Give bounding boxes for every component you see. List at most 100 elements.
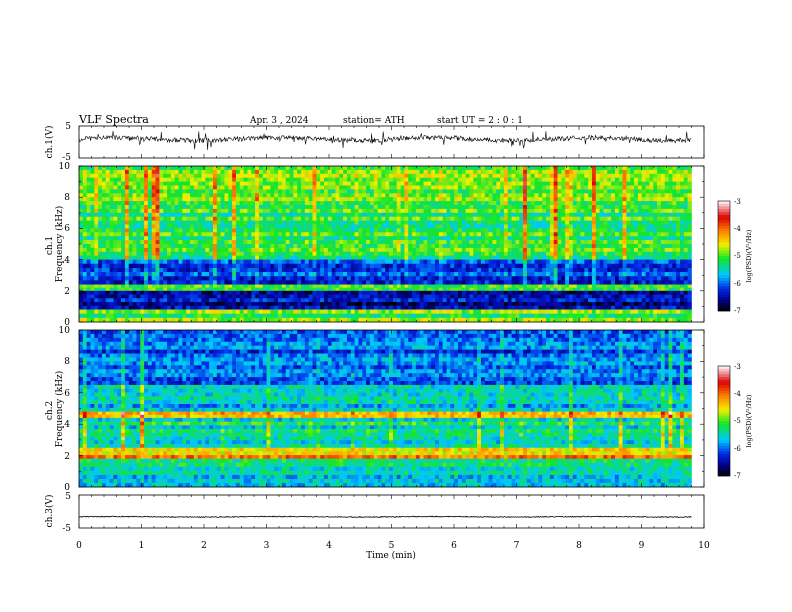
spectrogram-cell	[228, 181, 233, 186]
spectrogram-cell	[435, 240, 440, 245]
spectrogram-cell	[350, 280, 355, 285]
spectrogram-cell	[672, 284, 677, 288]
spectrogram-cell	[132, 263, 137, 269]
spectrogram-cell	[653, 280, 658, 285]
spectrogram-cell	[614, 228, 620, 233]
spectrogram-cell	[128, 220, 133, 225]
spectrogram-cell	[591, 251, 597, 256]
spectrogram-cell	[618, 181, 623, 186]
spectrogram-cell	[373, 193, 378, 198]
spectrogram-cell	[343, 201, 348, 206]
spectrogram-cell	[419, 263, 424, 269]
spectrogram-cell	[297, 247, 302, 253]
spectrogram-cell	[480, 236, 486, 241]
spectrogram-cell	[274, 224, 279, 229]
spectrogram-cell	[515, 255, 520, 260]
spectrogram-cell	[178, 185, 183, 190]
spectrogram-cell	[676, 189, 681, 194]
spectrogram-cell	[90, 276, 95, 281]
spectrogram-cell	[159, 267, 164, 273]
spectrogram-cell	[228, 169, 233, 175]
spectrogram-cell	[82, 193, 87, 198]
spectrogram-cell	[266, 240, 271, 245]
spectrogram-cell	[519, 224, 524, 229]
spectrogram-cell	[147, 216, 153, 221]
spectrogram-cell	[316, 228, 321, 233]
spectrogram-cell	[362, 280, 367, 285]
spectrogram-cell	[660, 267, 666, 273]
spectrogram-cell	[369, 276, 375, 281]
spectrogram-cell	[205, 247, 210, 253]
spectrogram-cell	[618, 208, 623, 214]
spectrogram-cell	[634, 263, 639, 269]
spectrogram-cell	[412, 259, 417, 265]
spectrogram-cell	[676, 272, 681, 277]
spectrogram-cell	[182, 193, 187, 198]
spectrogram-cell	[94, 189, 99, 194]
spectrogram-cell	[232, 280, 237, 285]
spectrogram-cell	[599, 232, 604, 237]
spectrogram-cell	[488, 220, 493, 225]
spectrogram-cell	[373, 263, 378, 269]
spectrogram-cell	[174, 220, 179, 225]
spectrogram-cell	[258, 236, 264, 241]
spectrogram-cell	[270, 185, 275, 190]
spectrogram-cell	[511, 272, 516, 277]
spectrogram-cell	[385, 255, 390, 260]
spectrogram-cell	[553, 193, 558, 198]
spectrogram-cell	[676, 169, 681, 175]
spectrogram-cell	[419, 208, 424, 214]
spectrogram-cell	[316, 267, 321, 273]
spectrogram-cell	[423, 263, 428, 269]
spectrogram-cell	[404, 251, 409, 256]
spectrogram-cell	[327, 177, 332, 182]
spectrogram-cell	[404, 267, 409, 273]
spectrogram-cell	[262, 208, 267, 214]
spectrogram-cell	[591, 247, 597, 253]
spectrogram-cell	[228, 276, 233, 281]
spectrogram-cell	[312, 177, 317, 182]
spectrogram-cell	[634, 228, 639, 233]
spectrogram-cell	[492, 201, 497, 206]
spectrogram-cell	[278, 216, 283, 221]
spectrogram-cell	[473, 197, 478, 202]
spectrogram-cell	[98, 166, 103, 171]
spectrogram-cell	[683, 251, 688, 256]
spectrogram-cell	[576, 251, 581, 256]
spectrogram-cell	[649, 216, 654, 221]
spectrogram-cell	[561, 205, 566, 210]
spectrogram-cell	[251, 197, 256, 202]
spectrogram-cell	[109, 255, 114, 260]
spectrogram-cell	[664, 197, 669, 202]
spectrogram-cell	[101, 197, 107, 202]
spectrogram-cell	[251, 263, 256, 269]
spectrogram-cell	[324, 220, 329, 225]
spectrogram-cell	[599, 251, 604, 256]
spectrogram-cell	[569, 284, 574, 288]
spectrogram-cell	[549, 205, 554, 210]
spectrogram-cell	[396, 205, 401, 210]
spectrogram-cell	[457, 224, 463, 229]
spectrogram-cell	[412, 189, 417, 194]
spectrogram-cell	[680, 284, 685, 288]
spectrogram-cell	[653, 205, 658, 210]
spectrogram-cell	[511, 284, 516, 288]
spectrogram-cell	[480, 272, 486, 277]
spectrogram-cell	[94, 244, 99, 249]
spectrogram-cell	[144, 189, 149, 194]
spectrogram-cell	[86, 259, 91, 265]
spectrogram-cell	[546, 193, 551, 198]
spectrogram-cell	[461, 272, 466, 277]
spectrogram-cell	[404, 185, 409, 190]
spectrogram-cell	[561, 272, 566, 277]
spectrogram-cell	[201, 284, 206, 288]
spectrogram-cell	[404, 193, 409, 198]
spectrogram-cell	[324, 284, 329, 288]
spectrogram-cell	[255, 228, 260, 233]
spectrogram-cell	[503, 272, 509, 277]
spectrogram-cell	[281, 280, 287, 285]
spectrogram-cell	[634, 251, 639, 256]
spectrogram-cell	[396, 240, 401, 245]
spectrogram-cell	[530, 177, 535, 182]
spectrogram-cell	[312, 255, 317, 260]
